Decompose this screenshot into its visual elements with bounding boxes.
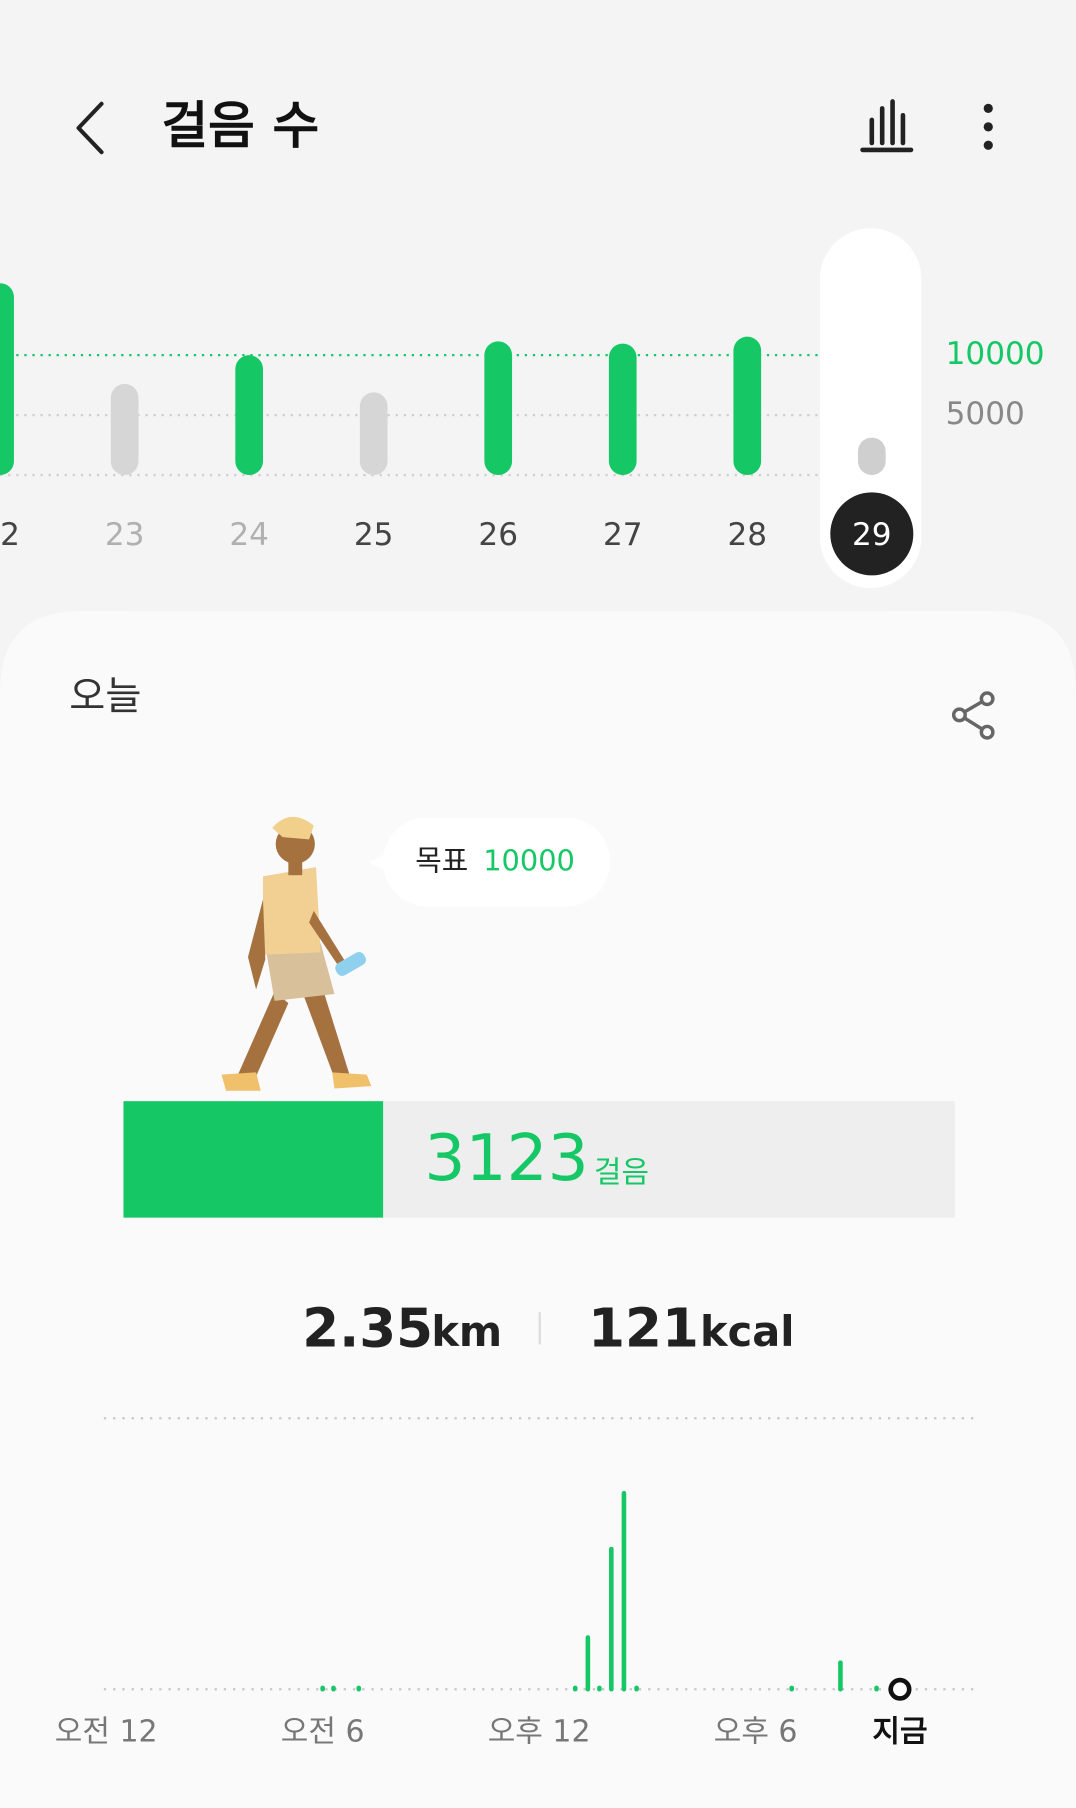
day-bar (733, 336, 762, 476)
goal-label: 목표 (415, 843, 468, 877)
selected-day-highlight (819, 228, 922, 589)
x-tick-label: 오전 6 (281, 1715, 365, 1750)
calories-unit: kcal (700, 1307, 794, 1356)
selected-day-dot (830, 492, 914, 576)
x-tick-label: 오전 12 (55, 1715, 158, 1750)
day-bar (359, 392, 388, 476)
day-bar (857, 437, 886, 476)
section-title: 오늘 (69, 674, 141, 719)
more-button[interactable] (983, 103, 993, 150)
daily-chart: 10000 5000 22 23 24 25 26 27 28 29 (0, 283, 1045, 576)
steps-unit: 걸음 (594, 1155, 649, 1190)
day-bar (484, 341, 513, 476)
day-bar (110, 383, 139, 476)
trends-button[interactable] (860, 99, 914, 153)
back-button[interactable] (76, 101, 104, 155)
day-label: 24 (229, 517, 269, 553)
day-label: 29 (852, 517, 892, 553)
now-marker (888, 1677, 912, 1701)
distance-value: 2.35 (302, 1297, 433, 1359)
x-tick-label: 지금 (872, 1715, 927, 1750)
y-tick-label: 5000 (946, 396, 1025, 432)
day-label: 22 (0, 517, 20, 553)
day-label: 25 (354, 517, 394, 553)
goal-value: 10000 (483, 843, 575, 877)
day-label: 28 (727, 517, 767, 553)
hourly-chart: 오전 12 오전 6 오후 12 오후 6 지금 (55, 1490, 978, 1750)
day-label: 26 (478, 517, 518, 553)
day-bar (235, 355, 263, 476)
goal-bubble: 목표 10000 (369, 817, 611, 907)
walker-illustration (221, 816, 372, 1091)
calories-value: 121 (588, 1297, 699, 1359)
day-label: 27 (603, 517, 643, 553)
steps-value: 3123 (424, 1121, 588, 1196)
distance-unit: km (431, 1307, 502, 1356)
day-bar (0, 283, 14, 476)
x-tick-label: 오후 12 (488, 1715, 591, 1750)
day-bar (608, 343, 637, 476)
x-tick-label: 오후 6 (714, 1715, 798, 1750)
share-button[interactable] (951, 691, 995, 740)
progress-fill (123, 1101, 384, 1218)
y-tick-label: 10000 (946, 336, 1045, 372)
day-label: 23 (105, 517, 145, 553)
page-title: 걸음 수 (162, 96, 320, 155)
